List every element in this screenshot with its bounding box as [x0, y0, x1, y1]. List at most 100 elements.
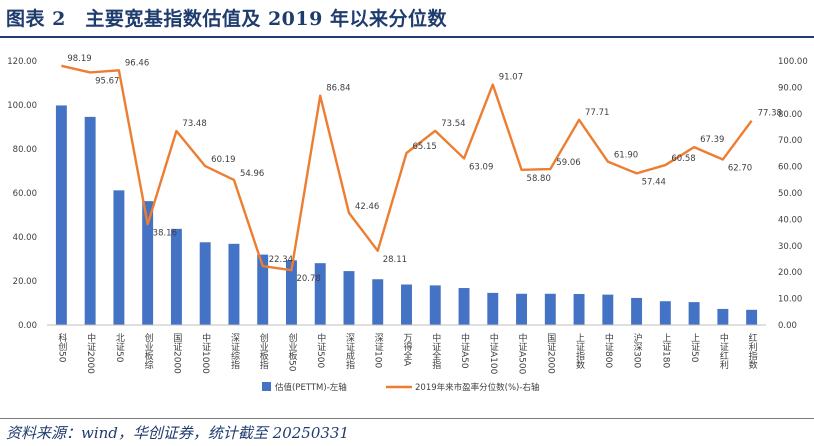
percentile-label: 77.71 [585, 108, 609, 118]
left-tick-label: 0.00 [18, 321, 37, 331]
percentile-label: 73.48 [182, 119, 206, 129]
pe-bar [113, 190, 125, 325]
pe-bar [717, 308, 729, 325]
header-rule [0, 36, 814, 38]
x-tick-label: 中证1000 [200, 332, 211, 374]
x-tick-label: 中证800 [603, 332, 614, 369]
pe-bar [170, 228, 182, 325]
legend: 估值(PETTM)-左轴 2019年来市盈率分位数(%)-右轴 [262, 382, 539, 393]
percentile-label: 86.84 [326, 84, 350, 94]
pe-bar [142, 201, 154, 325]
left-tick-label: 20.00 [13, 277, 37, 287]
x-tick-label: 中证全指 [430, 332, 441, 370]
right-tick-label: 90.00 [778, 83, 802, 93]
source-note: 资料来源：wind，华创证券，统计截至 20250331 [6, 424, 350, 442]
x-tick-label: 上证指数 [574, 333, 585, 370]
percentile-label: 59.06 [556, 158, 580, 168]
left-tick-label: 100.00 [7, 101, 37, 111]
pe-bar [602, 294, 614, 325]
right-y-axis: 0.00 10.00 20.00 30.00 40.00 50.00 60.00 70.00 8… [778, 57, 808, 331]
percentile-label: 57.44 [642, 177, 666, 187]
x-tick-label: 国证2000 [545, 333, 556, 374]
percentile-label: 54.96 [240, 169, 264, 179]
x-tick-label: 创业板指 [258, 332, 269, 370]
percentile-label: 62.70 [728, 163, 752, 173]
percentile-label: 96.46 [125, 58, 149, 68]
figure-title: 图表 2 主要宽基指数估值及 2019 年以来分位数 [6, 8, 447, 30]
x-tick-label: 沪深300 [632, 332, 643, 369]
x-tick-label: 中证红利 [718, 332, 729, 369]
percentile-label: 42.46 [355, 202, 379, 212]
pe-bar [746, 309, 758, 325]
left-tick-label: 120.00 [7, 57, 37, 67]
pe-bar [372, 279, 384, 325]
x-tick-label: 上证50 [689, 333, 700, 363]
pe-bar [688, 302, 700, 325]
right-tick-label: 60.00 [778, 163, 802, 173]
pe-bar [257, 254, 269, 325]
left-tick-label: 80.00 [13, 145, 37, 155]
legend-bar-label: 估值(PETTM)-左轴 [275, 382, 347, 393]
left-y-axis: 0.00 20.00 40.00 60.00 80.00 100.00 120.00 [7, 57, 37, 331]
percentile-label: 65.15 [413, 142, 437, 152]
x-tick-label: 科创50 [56, 332, 67, 363]
x-tick-label: 深证成指 [344, 333, 355, 370]
percentile-label: 63.09 [469, 162, 493, 172]
left-tick-label: 40.00 [13, 233, 37, 243]
percentile-label: 22.34 [269, 255, 293, 265]
percentile-label: 91.07 [499, 73, 523, 83]
percentile-labels: 98.19 95.67 96.46 38.16 73.48 60.19 54.96 22.34… [67, 54, 782, 284]
pe-bar [285, 260, 297, 325]
x-tick-label: 中证A50 [459, 332, 470, 369]
pe-bar [631, 297, 643, 325]
percentile-label: 61.90 [614, 151, 638, 161]
x-tick-label: 创业板综 [143, 332, 154, 370]
percentile-label: 20.78 [296, 274, 320, 284]
x-tick-label: 中证A500 [517, 332, 528, 375]
percentile-line-path [61, 64, 753, 272]
pe-bar [429, 285, 441, 325]
percentile-label: 28.11 [383, 255, 407, 265]
percentile-label: 73.54 [441, 119, 465, 129]
x-tick-label: 上证180 [660, 333, 671, 369]
pe-bar [343, 271, 355, 325]
percentile-label: 95.67 [95, 76, 119, 86]
right-tick-label: 100.00 [778, 57, 808, 67]
percentile-line [61, 64, 753, 272]
percentile-label: 98.19 [67, 54, 91, 64]
x-tick-label: 中证2000 [85, 332, 96, 374]
x-tick-label: 中证A100 [488, 332, 499, 375]
right-tick-label: 40.00 [778, 215, 802, 225]
pe-bar [458, 288, 470, 325]
pe-bar [199, 242, 211, 325]
left-tick-label: 60.00 [13, 189, 37, 199]
pe-bar [314, 263, 326, 325]
pe-bar [516, 293, 528, 325]
x-tick-label: 中证500 [315, 332, 326, 369]
percentile-label: 58.80 [527, 174, 551, 184]
figure-header: 图表 2 主要宽基指数估值及 2019 年以来分位数 [0, 0, 814, 38]
percentile-label: 38.16 [153, 228, 177, 238]
right-tick-label: 80.00 [778, 110, 802, 120]
x-tick-label: 北证50 [114, 333, 125, 363]
x-tick-label: 国证2000 [171, 333, 182, 374]
x-tick-label: 红利指数 [747, 332, 758, 370]
pe-bars [55, 105, 758, 325]
valuation-chart: 0.00 20.00 40.00 60.00 80.00 100.00 120.00 0.0… [7, 54, 808, 393]
x-tick-label: 深证综指 [229, 333, 240, 370]
right-tick-label: 0.00 [778, 321, 797, 331]
pe-bar [544, 293, 556, 325]
right-tick-label: 30.00 [778, 242, 802, 252]
percentile-label: 60.58 [671, 154, 695, 164]
right-tick-label: 50.00 [778, 189, 802, 199]
percentile-label: 60.19 [211, 155, 235, 165]
pe-bar [55, 105, 67, 325]
x-tick-label: 创业板50 [286, 332, 297, 372]
legend-bar-swatch [262, 382, 271, 391]
right-tick-label: 10.00 [778, 295, 802, 305]
percentile-label: 67.39 [700, 135, 724, 145]
right-tick-label: 70.00 [778, 136, 802, 146]
pe-bar [573, 293, 585, 325]
x-tick-label: 深证100 [373, 333, 384, 369]
legend-line-label: 2019年来市盈率分位数(%)-右轴 [415, 382, 539, 393]
